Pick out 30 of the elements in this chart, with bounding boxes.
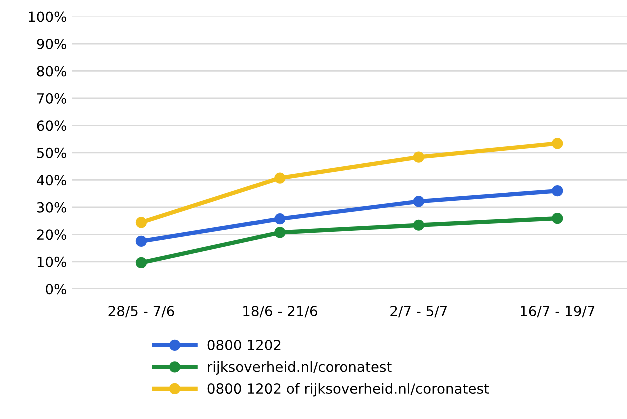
- legend-label: rijksoverheid.nl/coronatest: [208, 362, 392, 375]
- x-tick-label: 28/5 - 7/6: [108, 306, 174, 318]
- x-tick-label: 16/7 - 19/7: [521, 306, 595, 318]
- y-tick-label: 80%: [37, 66, 66, 77]
- legend-label: 0800 1202: [208, 340, 281, 350]
- point: [413, 152, 424, 163]
- point: [552, 186, 564, 197]
- point: [552, 138, 564, 150]
- y-tick-label: 20%: [37, 230, 66, 240]
- point: [413, 220, 424, 231]
- point: [136, 257, 148, 269]
- point: [274, 172, 286, 184]
- y-tick-label: 70%: [38, 93, 66, 104]
- y-tick-label: 60%: [37, 120, 66, 132]
- x-tick-label: 2/7 - 5/7: [390, 306, 447, 318]
- y-tick-label: 0%: [46, 284, 66, 295]
- point: [413, 196, 424, 208]
- point: [136, 236, 148, 248]
- y-tick-label: 10%: [38, 256, 66, 268]
- y-tick-label: 30%: [37, 202, 66, 213]
- y-tick-label: 50%: [37, 148, 66, 158]
- point: [274, 227, 286, 238]
- point: [136, 217, 148, 228]
- legend-label: 0800 1202 of rijksoverheid.nl/coronatest: [208, 383, 490, 397]
- y-tick-label: 40%: [37, 175, 66, 186]
- point: [552, 213, 564, 224]
- y-tick-label: 90%: [37, 38, 66, 50]
- x-tick-label: 18/6 - 21/6: [244, 306, 318, 318]
- point: [274, 214, 286, 225]
- y-tick-label: 100%: [29, 12, 66, 22]
